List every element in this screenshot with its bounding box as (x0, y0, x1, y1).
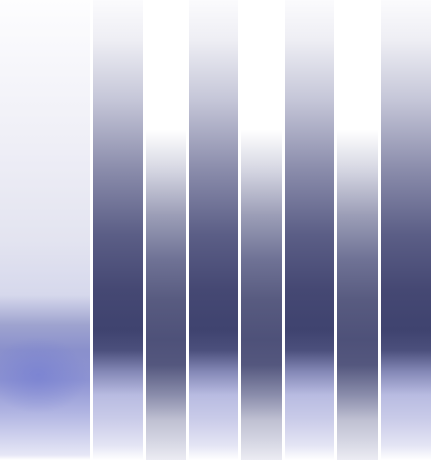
gradient-strip-6 (337, 0, 378, 460)
gradient-strip-7 (381, 0, 431, 460)
gradient-panel-left (0, 0, 90, 460)
gradient-strip-1 (93, 0, 143, 460)
gradient-strip-5 (285, 0, 334, 460)
gradient-strip-2 (146, 0, 186, 460)
gradient-strip-3 (189, 0, 238, 460)
gradient-strip-4 (241, 0, 282, 460)
